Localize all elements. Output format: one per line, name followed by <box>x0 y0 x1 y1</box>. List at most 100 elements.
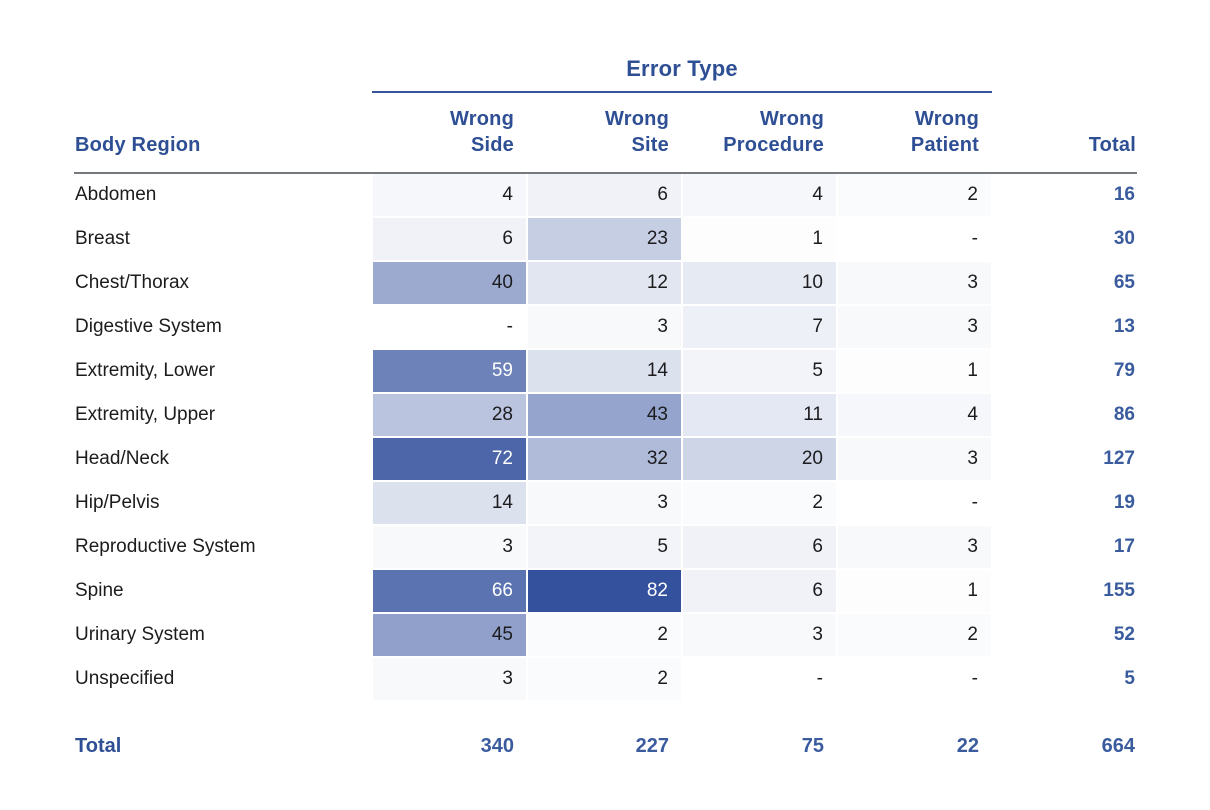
heat-cell: - <box>681 655 838 702</box>
heat-cell: 2 <box>526 655 683 702</box>
heat-cell: 6 <box>526 171 683 218</box>
heat-cell: 23 <box>526 215 683 262</box>
column-header-wrong-procedure: Wrong Procedure <box>682 92 837 174</box>
row-label: Digestive System <box>75 315 222 337</box>
heat-cell: 2 <box>681 479 838 526</box>
error-type-table-figure: Error Type Body Region Wrong Side Wrong … <box>74 56 1137 769</box>
heat-cell: 5 <box>681 347 838 394</box>
heat-cell: 59 <box>371 347 528 394</box>
heat-cell: 3 <box>836 259 993 306</box>
row-label: Urinary System <box>75 623 205 645</box>
row-label: Breast <box>75 227 130 249</box>
row-label: Extremity, Upper <box>75 403 216 425</box>
row-label: Abdomen <box>75 184 157 206</box>
heat-cell: 14 <box>371 479 528 526</box>
table-row: Abdomen 4 6 4 2 16 <box>74 171 1137 218</box>
group-header-spacer <box>992 56 1137 92</box>
table-row: Extremity, Upper 28 43 11 4 86 <box>74 391 1137 438</box>
row-total: 86 <box>1113 403 1135 425</box>
heat-cell: 3 <box>526 479 683 526</box>
table-row: Chest/Thorax 40 12 10 3 65 <box>74 259 1137 306</box>
error-type-table: Error Type Body Region Wrong Side Wrong … <box>74 56 1137 769</box>
heat-cell: 43 <box>526 391 683 438</box>
column-header-total: Total <box>992 92 1137 174</box>
heat-cell: 3 <box>836 523 993 570</box>
column-header-row: Body Region Wrong Side Wrong Site Wrong … <box>74 92 1137 174</box>
row-total: 13 <box>1113 315 1135 337</box>
row-label: Head/Neck <box>75 447 169 469</box>
heat-cell: 6 <box>681 567 838 614</box>
column-header-wrong-site: Wrong Site <box>527 92 682 174</box>
heat-cell: 4 <box>836 391 993 438</box>
heat-cell: 1 <box>836 567 993 614</box>
table-row: Hip/Pelvis 14 3 2- 19 <box>74 479 1137 526</box>
row-total: 65 <box>1113 271 1135 293</box>
table-row: Head/Neck 72 32 20 3 127 <box>74 435 1137 482</box>
heat-cell: 2 <box>526 611 683 658</box>
heat-cell: 3 <box>836 435 993 482</box>
heat-cell: 6 <box>371 215 528 262</box>
row-label: Reproductive System <box>75 535 256 557</box>
heat-cell: 45 <box>371 611 528 658</box>
row-total: 79 <box>1113 359 1135 381</box>
table-row: Extremity, Lower 59 14 5 1 79 <box>74 347 1137 394</box>
heat-cell: 3 <box>371 655 528 702</box>
heat-cell: - <box>371 303 528 350</box>
row-total: 16 <box>1113 184 1135 206</box>
table-row: Digestive System -3 7 3 13 <box>74 303 1137 350</box>
totals-label: Total <box>75 735 122 758</box>
column-header-body-region: Body Region <box>74 92 372 174</box>
row-label: Unspecified <box>75 667 175 689</box>
heat-cell: 12 <box>526 259 683 306</box>
row-total: 52 <box>1113 623 1135 645</box>
column-header-wrong-patient: Wrong Patient <box>837 92 992 174</box>
heat-cell: 1 <box>681 215 838 262</box>
group-header-spacer <box>74 56 372 92</box>
heat-cell: 28 <box>371 391 528 438</box>
row-label: Extremity, Lower <box>75 359 216 381</box>
heat-cell: - <box>836 479 993 526</box>
table-row: Unspecified 3 2- -5 <box>74 655 1137 702</box>
heat-cell: 1 <box>836 347 993 394</box>
heat-cell: 6 <box>681 523 838 570</box>
table-row: Spine 66 82 6 1 155 <box>74 567 1137 614</box>
row-total: 155 <box>1103 579 1135 601</box>
heat-cell: 7 <box>681 303 838 350</box>
row-total: 5 <box>1124 667 1135 689</box>
heat-cell: 11 <box>681 391 838 438</box>
heat-cell: 40 <box>371 259 528 306</box>
group-header-row: Error Type <box>74 56 1137 93</box>
heat-cell: - <box>836 215 993 262</box>
heat-cell: 10 <box>681 259 838 306</box>
column-header-wrong-side: Wrong Side <box>372 92 527 174</box>
row-total: 127 <box>1103 447 1135 469</box>
heat-cell: 2 <box>836 171 993 218</box>
heat-cell: 3 <box>371 523 528 570</box>
row-total: 30 <box>1113 227 1135 249</box>
heat-cell: 14 <box>526 347 683 394</box>
total-wrong-procedure: 75 <box>801 735 824 758</box>
heat-cell: 3 <box>836 303 993 350</box>
heat-cell: 32 <box>526 435 683 482</box>
heat-cell: 20 <box>681 435 838 482</box>
totals-row: Total 340 227 75 22 664 <box>74 725 1137 769</box>
group-header-error-type: Error Type <box>372 56 992 93</box>
heat-cell: 3 <box>681 611 838 658</box>
table-row: Reproductive System 3 5 6 3 17 <box>74 523 1137 570</box>
row-label: Spine <box>75 579 124 601</box>
row-label: Chest/Thorax <box>75 271 190 293</box>
heat-cell: 5 <box>526 523 683 570</box>
heat-cell: 72 <box>371 435 528 482</box>
total-wrong-side: 340 <box>480 735 514 758</box>
heat-cell: - <box>836 655 993 702</box>
heat-cell: 4 <box>681 171 838 218</box>
heat-cell: 2 <box>836 611 993 658</box>
total-wrong-patient: 22 <box>956 735 979 758</box>
heat-cell: 66 <box>371 567 528 614</box>
row-label: Hip/Pelvis <box>75 491 160 513</box>
table-row: Breast 6 23 1- 30 <box>74 215 1137 262</box>
spacer-row <box>74 701 1137 725</box>
heat-cell: 82 <box>526 567 683 614</box>
table-totals-section: Total 340 227 75 22 664 <box>74 701 1137 769</box>
